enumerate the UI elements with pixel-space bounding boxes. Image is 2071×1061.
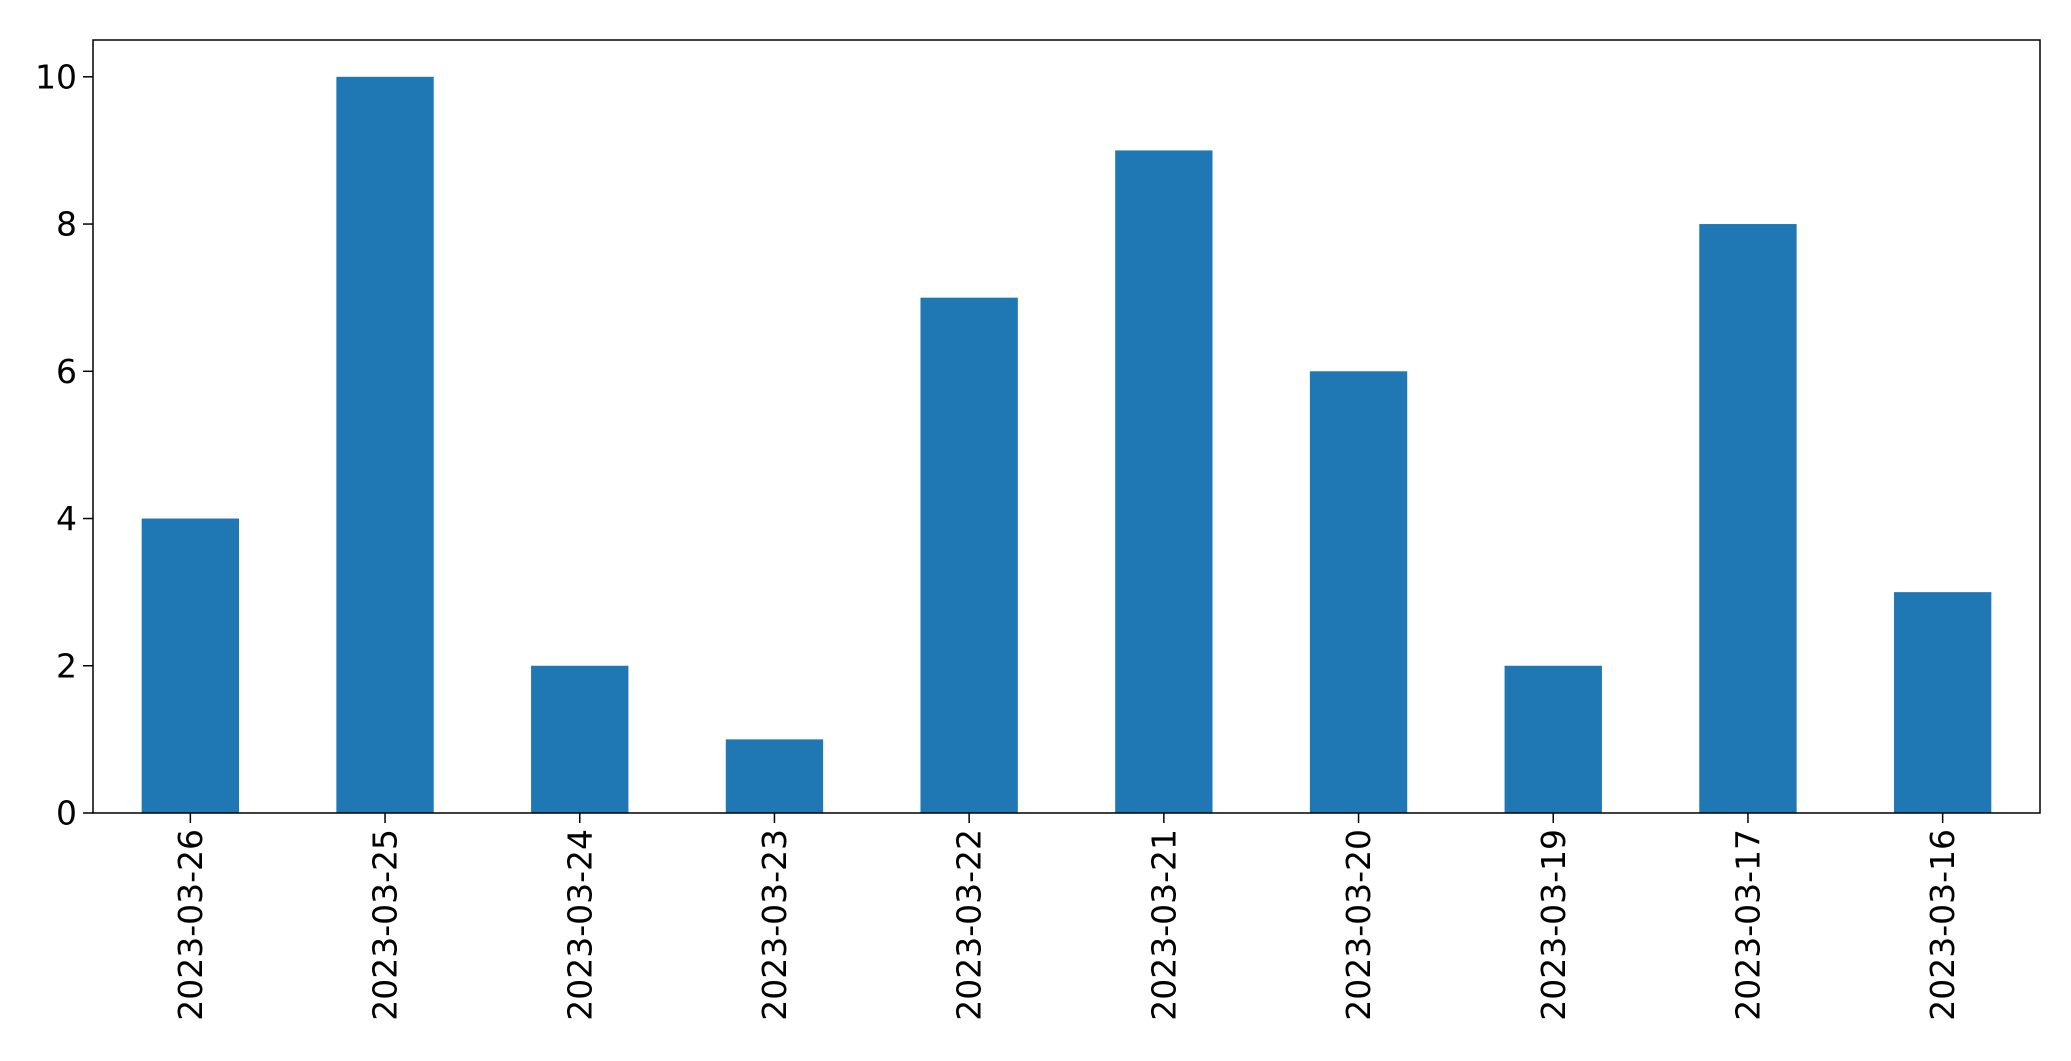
y-tick-label: 6	[56, 352, 77, 391]
bar-2023-03-23	[725, 739, 824, 813]
bar-2023-03-19	[1504, 665, 1602, 813]
x-tick-label: 2023-03-17	[1728, 829, 1767, 1021]
bar-2023-03-26	[141, 518, 240, 813]
x-tick-label: 2023-03-23	[755, 829, 794, 1021]
x-tick-label: 2023-03-16	[1923, 829, 1962, 1021]
x-axis: 2023-03-26 2023-03-25 2023-03-24 2023-03-23…	[171, 813, 1962, 1021]
plot-frame	[92, 39, 2041, 814]
y-tick-label: 0	[56, 794, 77, 833]
bar-2023-03-25	[336, 76, 434, 814]
bar-2023-03-20	[1309, 371, 1408, 813]
x-tick-label: 2023-03-25	[366, 829, 405, 1021]
x-tick-label: 2023-03-20	[1339, 829, 1378, 1021]
bar-2023-03-22	[920, 297, 1018, 814]
bar-2023-03-17	[1699, 224, 1797, 814]
bar-2023-03-21	[1115, 150, 1213, 813]
bar-2023-03-24	[531, 665, 629, 813]
y-tick-label: 4	[56, 499, 77, 538]
y-axis: 0 2 4 6 8 10	[35, 57, 93, 833]
x-tick-label: 2023-03-26	[171, 829, 210, 1021]
bar-2023-03-16	[1893, 592, 1992, 813]
x-tick-label: 2023-03-22	[950, 829, 989, 1021]
x-tick-label: 2023-03-19	[1534, 829, 1573, 1021]
y-tick-label: 8	[56, 205, 77, 244]
y-tick-label: 10	[35, 57, 77, 96]
x-tick-label: 2023-03-24	[560, 829, 599, 1021]
x-tick-label: 2023-03-21	[1144, 829, 1183, 1021]
y-tick-label: 2	[56, 646, 77, 685]
bars-layer	[141, 76, 1992, 814]
